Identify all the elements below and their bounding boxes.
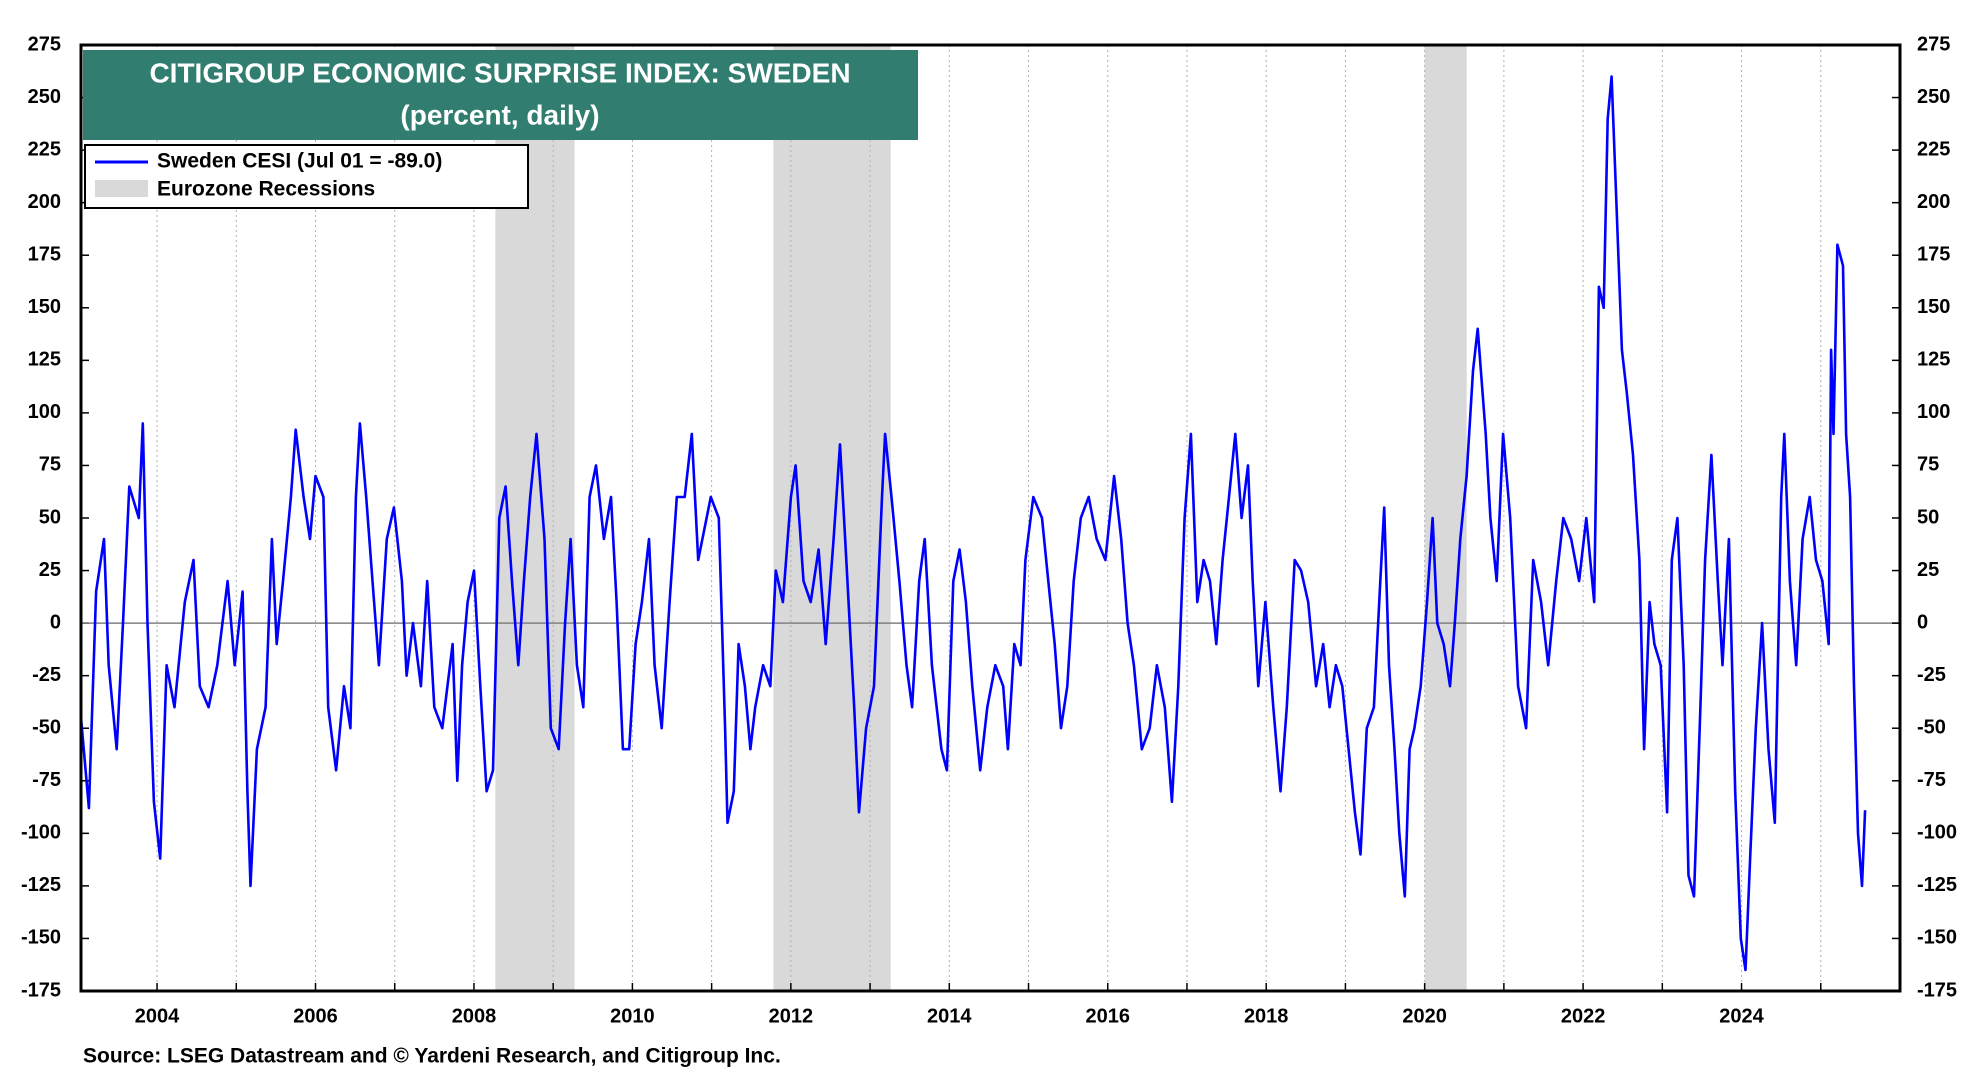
- y2-tick-label: -125: [1917, 874, 1957, 896]
- x-tick-label: 2022: [1561, 1005, 1606, 1027]
- y-tick-label: -125: [21, 874, 61, 896]
- y2-tick-label: 200: [1917, 191, 1950, 213]
- x-tick-label: 2020: [1402, 1005, 1447, 1027]
- y2-tick-label: 25: [1917, 559, 1939, 581]
- x-tick-label: 2008: [452, 1005, 497, 1027]
- y2-tick-label: -50: [1917, 717, 1946, 739]
- y2-tick-label: 50: [1917, 506, 1939, 528]
- x-tick-label: 2006: [293, 1005, 338, 1027]
- y-tick-label: 225: [28, 138, 61, 160]
- y2-tick-label: -25: [1917, 664, 1946, 686]
- recession-band: [773, 45, 891, 991]
- source-note: Source: LSEG Datastream and © Yardeni Re…: [83, 1045, 781, 1068]
- y-tick-label: 25: [39, 559, 61, 581]
- y-tick-label: 275: [28, 33, 61, 55]
- y-tick-label: -175: [21, 979, 61, 1001]
- y-tick-label: 75: [39, 454, 61, 476]
- y-tick-label: 50: [39, 506, 61, 528]
- y-tick-label: 0: [50, 611, 61, 633]
- y2-tick-label: 250: [1917, 86, 1950, 108]
- y2-tick-label: 275: [1917, 33, 1950, 55]
- y-tick-label: 125: [28, 349, 61, 371]
- x-tick-label: 2014: [927, 1005, 972, 1027]
- y2-tick-label: 100: [1917, 401, 1950, 423]
- x-tick-label: 2010: [610, 1005, 655, 1027]
- y2-tick-label: -100: [1917, 822, 1957, 844]
- legend-swatch: [95, 180, 148, 197]
- data-line: [79, 75, 1867, 972]
- x-tick-label: 2004: [135, 1005, 180, 1027]
- recession-band: [1424, 45, 1467, 991]
- x-tick-label: 2012: [769, 1005, 814, 1027]
- y-tick-label: -150: [21, 927, 61, 949]
- x-tick-label: 2016: [1086, 1005, 1131, 1027]
- y-tick-label: -100: [21, 822, 61, 844]
- y-tick-label: 200: [28, 191, 61, 213]
- x-tick-label: 2018: [1244, 1005, 1289, 1027]
- x-tick-label: 2024: [1719, 1005, 1764, 1027]
- chart-title: CITIGROUP ECONOMIC SURPRISE INDEX: SWEDE…: [149, 57, 850, 88]
- y-tick-label: 250: [28, 86, 61, 108]
- y2-tick-label: -175: [1917, 979, 1957, 1001]
- plot-frame: [79, 43, 1902, 993]
- y-tick-label: 100: [28, 401, 61, 423]
- y2-tick-label: 225: [1917, 138, 1950, 160]
- legend-label: Sweden CESI (Jul 01 = -89.0): [157, 150, 442, 173]
- y-tick-label: -25: [32, 664, 61, 686]
- title-box: [83, 50, 918, 140]
- y2-tick-label: -150: [1917, 927, 1957, 949]
- y2-tick-label: 0: [1917, 611, 1928, 633]
- chart-subtitle: (percent, daily): [400, 99, 599, 130]
- y2-tick-label: 175: [1917, 244, 1950, 266]
- y2-tick-label: 150: [1917, 296, 1950, 318]
- y-tick-label: 150: [28, 296, 61, 318]
- y-tick-label: -50: [32, 717, 61, 739]
- y-tick-label: -75: [32, 769, 61, 791]
- legend-box: [84, 144, 529, 209]
- y-tick-label: 175: [28, 244, 61, 266]
- y2-tick-label: -75: [1917, 769, 1946, 791]
- y2-tick-label: 125: [1917, 349, 1950, 371]
- legend-label: Eurozone Recessions: [157, 178, 375, 201]
- y2-tick-label: 75: [1917, 454, 1939, 476]
